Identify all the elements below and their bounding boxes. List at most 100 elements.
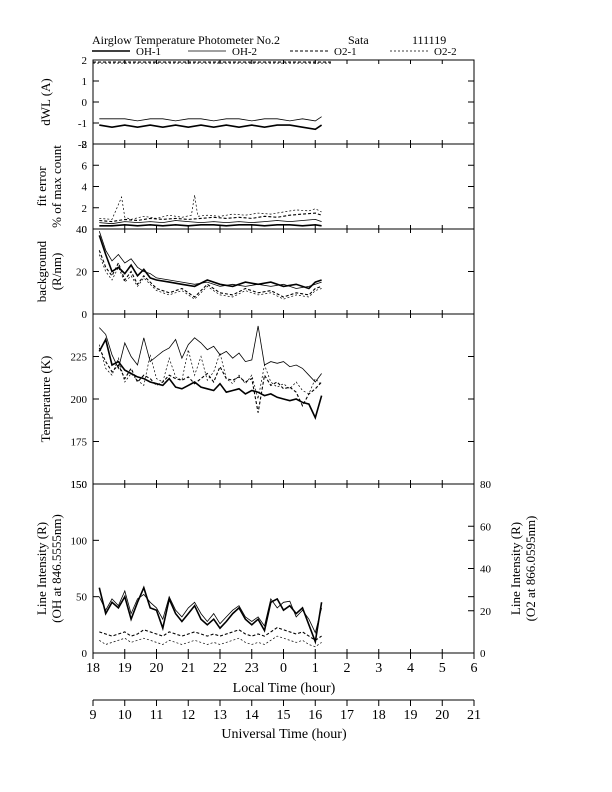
series-line-o2-2 (98, 254, 322, 300)
y-axis-label: Line Intensity (R) (34, 522, 49, 615)
series-line-o2-1 (98, 250, 322, 298)
local_time-tick-label: 19 (118, 661, 132, 676)
panel-dwl: -2 -1 0 1 2 dWL (A) (38, 55, 475, 151)
y-tick-label: -2 (78, 139, 87, 151)
y-tick-label: -1 (78, 118, 87, 130)
panel-frame (92, 59, 475, 145)
time-axes: Local Time (hour) Universal Time (hour) … (86, 652, 481, 742)
y-right-axis-label: (O2 at 866.0595nm) (523, 516, 538, 622)
y-axis-label: fit error (34, 166, 49, 207)
y-axis-label: Temperature (K) (38, 356, 53, 443)
y-tick-label: 8 (82, 139, 88, 151)
universal_time-tick-label: 10 (118, 708, 132, 723)
y-tick-label: 4 (82, 182, 88, 194)
universal_time-tick-label: 19 (404, 708, 418, 723)
series-line-oh-2 (99, 218, 322, 225)
y-axis-label: (OH at 846.5555nm) (49, 514, 64, 623)
universal_time-tick-label: 12 (181, 708, 195, 723)
y-tick-label: 175 (71, 437, 88, 449)
local_time-tick-label: 21 (181, 661, 195, 676)
y-axis-label: (R/nm) (49, 253, 64, 291)
universal_time-tick-label: 16 (308, 708, 322, 723)
y-tick-label: 2 (82, 203, 88, 215)
universal_time-tick-label: 20 (435, 708, 449, 723)
local_time-tick-label: 0 (280, 661, 287, 676)
figure-header: Airglow Temperature Photometer No.2 Sata… (92, 33, 457, 58)
y-right-tick-label: 20 (480, 606, 492, 618)
y-tick-label: 200 (71, 394, 88, 406)
series-line-oh-2 (98, 589, 322, 634)
series-line-o2-1 (99, 212, 322, 223)
y-tick-label: 0 (82, 97, 88, 109)
series-line-o2-2 (99, 635, 322, 648)
y-right-tick-label: 0 (480, 648, 486, 660)
series-line-oh-1 (98, 585, 323, 645)
universal_time-tick-label: 14 (245, 708, 259, 723)
universal_time-tick-label: 15 (277, 708, 291, 723)
universal_time-tick-label: 13 (213, 708, 227, 723)
y-tick-label: 150 (71, 479, 88, 491)
y-axis-label: % of max count (49, 145, 64, 228)
local_time-tick-label: 23 (245, 661, 259, 676)
local-time-axis-label: Local Time (hour) (233, 681, 336, 696)
y-tick-label: 0 (82, 309, 88, 321)
y-tick-label: 0 (82, 224, 88, 236)
legend-label: OH-2 (232, 46, 257, 58)
y-axis-label: dWL (A) (38, 78, 53, 126)
series-line-o2-1 (99, 626, 322, 641)
universal-time-axis-label: Universal Time (hour) (221, 727, 347, 742)
local_time-tick-label: 6 (471, 661, 478, 676)
legend-label: O2-2 (434, 46, 457, 58)
legend: OH-1 OH-2 O2-1 O2-2 (92, 46, 457, 58)
local_time-tick-label: 3 (375, 661, 382, 676)
series-line-oh-1 (98, 235, 322, 290)
series-line-oh-1 (98, 337, 323, 420)
local_time-tick-label: 22 (213, 661, 227, 676)
series-line-o2-2 (99, 194, 322, 220)
local_time-tick-label: 20 (150, 661, 164, 676)
universal_time-tick-label: 21 (467, 708, 481, 723)
legend-label: O2-1 (334, 46, 357, 58)
y-tick-label: 40 (76, 224, 88, 236)
universal_time-tick-label: 18 (372, 708, 386, 723)
y-tick-label: 20 (76, 267, 88, 279)
panel-frame (92, 228, 475, 315)
universal_time-tick-label: 11 (150, 708, 163, 723)
y-right-axis-label: Line Intensity (R) (508, 522, 523, 615)
panel-fit-error: 0 2 4 6 8 fit error% of max count (34, 139, 475, 236)
date-label: 111119 (412, 33, 446, 47)
series-line-oh-2 (98, 230, 322, 289)
y-right-tick-label: 60 (480, 521, 492, 533)
series-line-oh-2 (99, 116, 322, 122)
series-line-oh-1 (99, 223, 322, 227)
y-tick-label: 0 (82, 648, 88, 660)
panel-stack: -2 -1 0 1 2 dWL (A) 0 2 4 6 8 fit error% of max cou… (34, 55, 538, 660)
y-right-tick-label: 40 (480, 564, 492, 576)
y-tick-label: 225 (71, 352, 88, 364)
y-tick-label: 50 (76, 592, 88, 604)
local_time-tick-label: 4 (407, 661, 414, 676)
y-tick-label: 100 (71, 535, 88, 547)
panel-temperature: 150 175 200 225 Temperature (K) (38, 313, 475, 491)
series-line-oh-1 (99, 124, 323, 131)
site-name: Sata (348, 33, 369, 47)
panel-frame (92, 483, 475, 654)
y-right-tick-label: 80 (480, 479, 492, 491)
local_time-tick-label: 1 (312, 661, 319, 676)
y-tick-label: 6 (82, 160, 88, 172)
local_time-tick-label: 18 (86, 661, 100, 676)
series-line-oh-2 (99, 325, 322, 383)
y-axis-label: background (34, 240, 49, 302)
panel-background: 0 20 40 background (R/nm) (34, 224, 475, 321)
y-tick-label: 2 (82, 55, 88, 67)
figure-title: Airglow Temperature Photometer No.2 (92, 33, 280, 47)
y-tick-label: 1 (82, 76, 88, 88)
legend-label: OH-1 (136, 46, 161, 58)
local_time-tick-label: 2 (344, 661, 351, 676)
universal_time-tick-label: 9 (90, 708, 97, 723)
y-tick-label: 150 (71, 479, 88, 491)
local_time-tick-label: 5 (439, 661, 446, 676)
series-line-o2-1 (98, 347, 323, 413)
